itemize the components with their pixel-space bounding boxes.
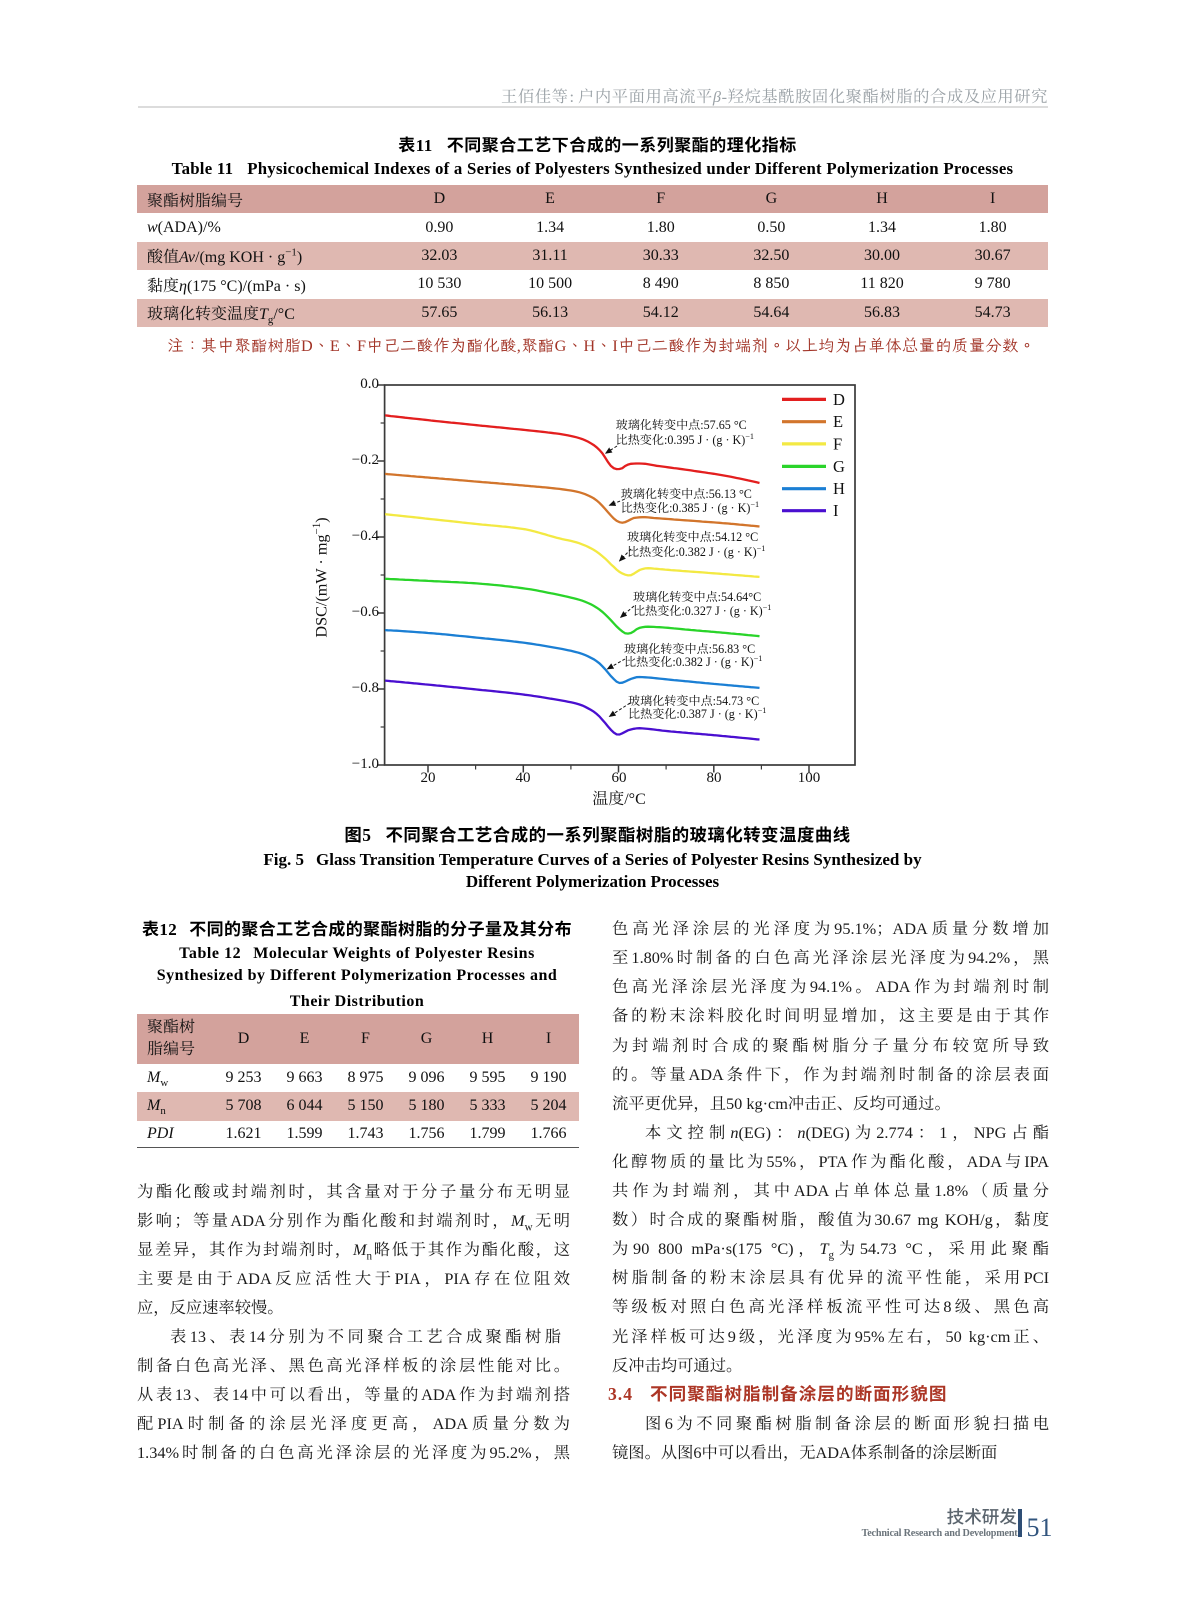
svg-text:G: G: [833, 457, 845, 476]
svg-text:H: H: [833, 479, 845, 498]
svg-text:F: F: [833, 434, 842, 453]
svg-text:E: E: [833, 412, 843, 431]
svg-text:I: I: [833, 501, 839, 520]
svg-text:D: D: [833, 390, 845, 409]
